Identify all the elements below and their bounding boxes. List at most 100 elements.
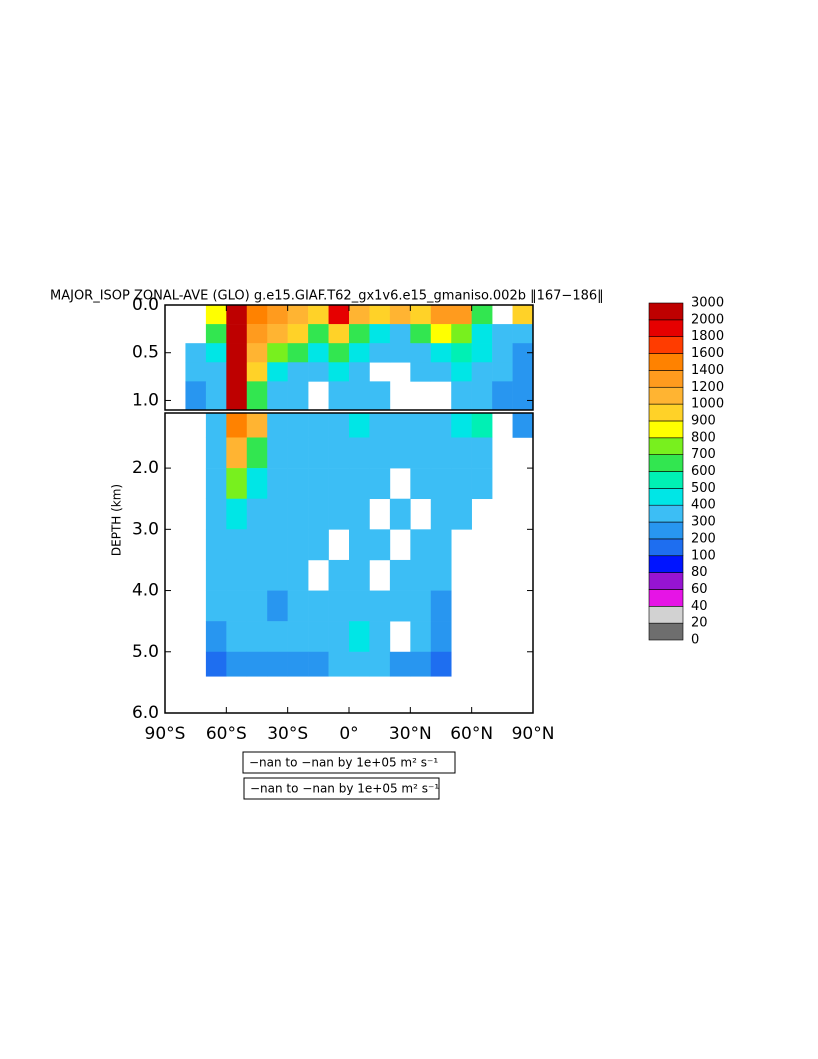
cell (492, 362, 513, 382)
cell (349, 559, 370, 591)
cell (246, 468, 268, 500)
y-tick-label: 4.0 (132, 581, 159, 601)
cell (308, 343, 329, 363)
y-tick-label: 0.5 (132, 343, 159, 363)
legend-swatch (648, 403, 684, 422)
cell (246, 305, 268, 325)
legend-label: 1400 (691, 363, 724, 378)
cell (185, 362, 207, 382)
x-tick-label: 60°S (206, 724, 247, 744)
cell (226, 343, 248, 363)
legend-swatch (648, 572, 684, 590)
chart-title: MAJOR_ISOP ZONAL-AVE (GLO) g.e15.GIAF.T6… (50, 289, 604, 304)
cell (328, 305, 350, 325)
cell (430, 305, 452, 325)
cell (349, 437, 370, 469)
cell (287, 621, 309, 653)
cell (451, 468, 472, 500)
cell (267, 343, 288, 363)
cell (410, 621, 432, 653)
cell (328, 437, 350, 469)
cell (410, 413, 432, 438)
cell (512, 381, 534, 411)
cell (389, 305, 411, 325)
cell (267, 413, 288, 438)
cell (308, 468, 329, 500)
cell (205, 621, 227, 653)
cell (471, 381, 493, 411)
cell (267, 362, 288, 382)
cell (308, 413, 329, 438)
cell (328, 362, 350, 382)
y-tick-label: 2.0 (132, 458, 159, 478)
y-tick-label: 1.0 (132, 390, 159, 410)
x-tick-label: 30°N (389, 724, 432, 744)
y-tick-label: 0.0 (132, 295, 159, 315)
cell (246, 437, 268, 469)
cell (410, 529, 432, 561)
legend-swatch (648, 521, 684, 540)
cell (267, 381, 288, 411)
cell (410, 651, 432, 677)
cell (226, 529, 248, 561)
legend-swatch (648, 437, 684, 455)
cell (369, 343, 391, 363)
cell (308, 437, 329, 469)
cell (512, 343, 534, 363)
legend-label: 60 (691, 582, 708, 597)
cell (369, 468, 391, 500)
legend-label: 900 (691, 413, 716, 428)
cell (410, 559, 432, 591)
cell (185, 343, 207, 363)
cell (205, 590, 227, 622)
note: −nan to −nan by 1e+05 m² s⁻¹ (250, 782, 439, 796)
cell (430, 362, 452, 382)
cell (287, 559, 309, 591)
cell (451, 498, 472, 530)
cell (369, 381, 391, 411)
cell (226, 381, 248, 411)
cell (492, 343, 513, 363)
cell (246, 559, 268, 591)
legend-swatch (648, 555, 684, 573)
cell (308, 362, 329, 382)
cell (226, 362, 248, 382)
cell (328, 590, 350, 622)
cell (512, 305, 534, 325)
cell (389, 324, 411, 344)
cell (267, 468, 288, 500)
note-box (243, 777, 440, 800)
cell (471, 413, 493, 438)
legend-label: 3000 (691, 296, 724, 311)
cell (246, 498, 268, 530)
cell (308, 498, 329, 530)
cell (451, 381, 472, 411)
cell (205, 437, 227, 469)
legend-swatch (648, 504, 684, 523)
cell (246, 362, 268, 382)
note-box (242, 751, 456, 774)
legend-label: 1600 (691, 346, 724, 361)
cell (410, 468, 432, 500)
cell (389, 651, 411, 677)
cell (287, 305, 309, 325)
cell (451, 362, 472, 382)
cell (430, 559, 452, 591)
cell (205, 343, 227, 363)
x-tick-label: 90°N (512, 724, 555, 744)
legend-swatch (648, 302, 684, 321)
cell (328, 621, 350, 653)
cell (430, 651, 452, 677)
cell (328, 498, 350, 530)
cell (308, 621, 329, 653)
cell (369, 437, 391, 469)
cell (267, 651, 288, 677)
cell (492, 381, 513, 411)
cell (471, 324, 493, 344)
cell (205, 381, 227, 411)
cell (512, 362, 534, 382)
cell (205, 651, 227, 677)
cell (308, 651, 329, 677)
legend-label: 700 (691, 447, 716, 462)
